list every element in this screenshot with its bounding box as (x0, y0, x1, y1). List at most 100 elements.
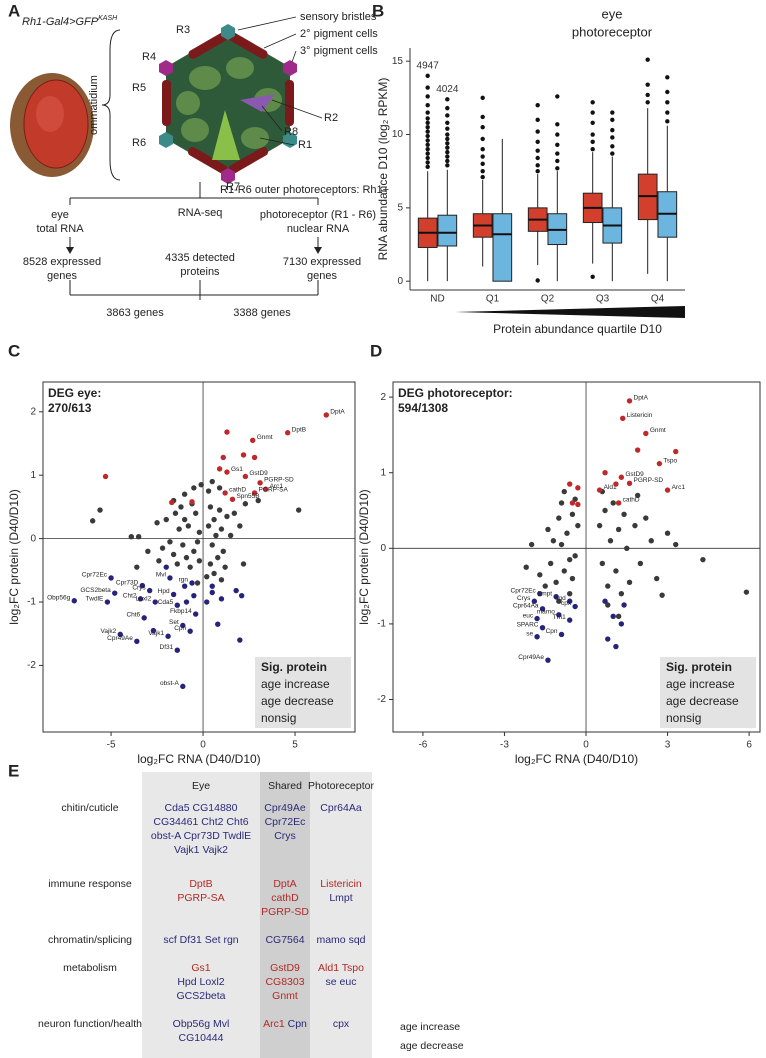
point (207, 504, 214, 510)
point-label: DptA (634, 395, 649, 402)
point (181, 491, 188, 497)
outlier (445, 154, 450, 159)
cell-line: se euc (326, 976, 357, 988)
outlier (445, 145, 450, 150)
outlier (590, 120, 595, 126)
point (139, 582, 146, 589)
point (187, 628, 193, 634)
point-label: cathD (229, 487, 246, 494)
point (141, 615, 147, 621)
outlier (535, 169, 540, 174)
outlier (480, 125, 485, 130)
gene: cpx (333, 1018, 350, 1030)
cell-line: Lmpt (329, 892, 352, 904)
y-tick-label: 1 (30, 470, 36, 481)
point (242, 501, 249, 507)
count: genes (307, 270, 337, 282)
point-label: Lmpt (538, 590, 553, 597)
point (192, 611, 199, 617)
point (634, 492, 641, 499)
point (523, 564, 529, 570)
genotype-text: Rh1-Gal4>GFP (22, 16, 99, 28)
gene: PGRP-SA (177, 892, 224, 904)
outlier (480, 174, 485, 180)
point (183, 554, 190, 561)
point-label: Gnmt (650, 427, 666, 434)
y-tick-label: -2 (377, 694, 386, 705)
gene: Cpr72Ec (265, 816, 306, 828)
gene: CG14880 (193, 802, 238, 814)
outlier (555, 166, 560, 171)
point (169, 499, 175, 506)
brace (101, 29, 121, 181)
plot-title: 594/1308 (398, 401, 448, 415)
gene: Listericin (320, 878, 362, 890)
point-label: PGRP-SD (634, 477, 664, 484)
gene: Tspo (342, 962, 364, 974)
x-tick-label: ND (430, 294, 444, 305)
point (673, 541, 679, 548)
point (632, 522, 638, 529)
table-legend: age increase (400, 1021, 460, 1033)
cell-line: Arc1 Cpn (263, 1018, 307, 1030)
outlier (425, 147, 430, 152)
point (102, 473, 109, 480)
outlier (445, 97, 450, 102)
outlier (445, 141, 450, 146)
point (575, 501, 581, 508)
gene: Mvl (213, 1018, 229, 1030)
point (227, 532, 234, 539)
y-axis-title: log₂FC protein (D40/D10) (357, 489, 371, 624)
gene: Cpr73D (184, 830, 221, 842)
annotation: 4947 (417, 61, 440, 72)
point (553, 593, 559, 600)
point (146, 587, 153, 594)
outlier (665, 89, 670, 95)
gene: sqd (349, 934, 366, 946)
point (209, 589, 215, 596)
cell-line: DptB (189, 878, 212, 890)
point (205, 488, 212, 494)
gene: scf (163, 934, 177, 946)
point (167, 539, 173, 545)
point (569, 575, 576, 582)
point (198, 482, 204, 488)
point-label: Df31 (160, 644, 174, 651)
legend-entry: age decrease (261, 694, 334, 708)
point (205, 523, 212, 529)
y-tick-label: 0 (30, 533, 36, 544)
outlier (590, 274, 595, 279)
point-label: cathD (623, 497, 640, 504)
outlier (445, 163, 450, 168)
outlier (480, 169, 485, 174)
outlier (555, 132, 560, 137)
point (229, 496, 236, 503)
outlier (425, 160, 430, 165)
gene: GCS2beta (176, 990, 225, 1002)
photoreceptors (176, 57, 282, 160)
point (572, 496, 578, 502)
panel-label: A (8, 1, 20, 20)
point (545, 526, 551, 533)
outlier (425, 142, 430, 147)
point (537, 590, 543, 597)
outlier (425, 73, 430, 79)
y-tick-label: 2 (380, 392, 386, 403)
point (531, 598, 538, 604)
leader-lines (237, 16, 323, 146)
point (137, 596, 144, 602)
point (189, 499, 195, 505)
outlier (665, 100, 670, 105)
gene: TwdlE (223, 830, 252, 842)
point-label: Cpr49Ae (518, 654, 544, 661)
point (220, 454, 226, 461)
point (602, 598, 608, 604)
gene: Cpn (288, 1018, 307, 1030)
point-label: Cht2 (123, 593, 137, 600)
point-label: GstD9 (249, 470, 268, 477)
legend-title: Sig. protein (666, 660, 732, 674)
outlier (555, 122, 560, 127)
outlier (665, 110, 670, 115)
point-label: Hpd (158, 588, 170, 595)
cell-label: R5 (132, 82, 146, 94)
